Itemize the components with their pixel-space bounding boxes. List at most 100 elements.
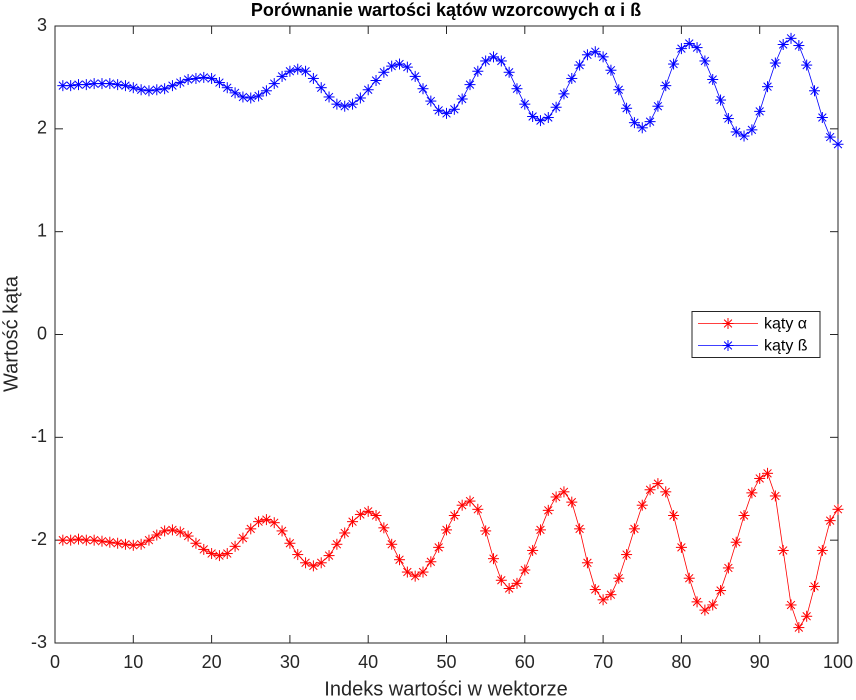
data-point [487,51,499,63]
series-line [62,37,839,145]
data-point [119,538,131,550]
data-point [652,478,664,490]
marker-stroke [223,83,232,92]
marker-stroke [74,534,83,544]
marker-stroke [434,106,443,115]
marker-stroke [105,537,115,547]
marker-stroke [645,117,655,126]
data-point [832,138,844,150]
marker-stroke [747,125,757,135]
data-point [675,541,687,553]
data-point [715,94,727,106]
x-tick-label: 90 [750,652,770,672]
data-point [816,112,828,124]
marker-stroke [591,47,600,56]
marker-stroke [771,491,780,501]
data-point [448,103,460,115]
marker-stroke [755,107,764,116]
data-point [394,554,406,566]
data-point [213,550,225,562]
marker-stroke [786,600,796,610]
marker-stroke [113,539,122,548]
marker-stroke [622,550,631,559]
marker-stroke [395,59,404,69]
marker-stroke [269,518,279,527]
data-point [425,556,437,568]
x-tick-label: 10 [123,652,143,672]
chart-title: Porównanie wartości kątów wzorcowych α i… [251,0,641,20]
marker-stroke [739,511,749,520]
data-point [464,79,476,91]
data-point [268,517,280,529]
marker-stroke [340,528,349,538]
marker-stroke [825,516,835,525]
data-point [127,82,139,94]
marker-stroke [136,85,146,94]
marker-stroke [614,573,624,583]
data-point [668,509,680,521]
marker-stroke [645,485,655,495]
data-point [511,577,523,589]
data-point [253,90,265,102]
data-point [589,584,601,596]
marker-stroke [442,109,451,118]
data-point [229,87,241,99]
marker-stroke [356,93,365,103]
data-point [245,523,257,535]
data-point [534,115,546,127]
marker-stroke [747,488,757,498]
data-point [159,83,171,95]
marker-stroke [238,533,248,543]
marker-stroke [74,80,83,89]
data-point [801,610,813,622]
marker-stroke [551,102,561,112]
marker-stroke [66,535,75,545]
data-point [276,525,288,537]
marker-stroke [332,540,342,549]
data-point [456,93,468,105]
marker-stroke [825,132,835,142]
data-point [581,49,593,61]
marker-stroke [418,84,428,93]
marker-stroke [395,555,404,564]
marker-stroke [723,319,733,328]
data-point [206,72,218,84]
x-tick-label: 40 [358,652,378,672]
marker-stroke [285,67,295,76]
data-point [221,82,233,94]
x-tick-label: 60 [515,652,535,672]
marker-stroke [89,79,99,88]
marker-stroke [512,579,522,588]
data-point [166,524,178,536]
data-point [127,539,139,551]
marker-stroke [215,551,224,560]
marker-stroke [802,60,811,70]
data-point [793,622,805,634]
marker-stroke [833,140,843,149]
data-point [315,557,327,569]
y-tick-label: 1 [37,220,47,240]
marker-stroke [661,487,670,497]
marker-stroke [82,535,91,545]
data-point [292,549,304,561]
marker-stroke [262,515,271,524]
marker-stroke [763,82,772,91]
data-point [542,504,554,516]
marker-stroke [786,34,796,43]
data-point [401,61,413,73]
marker-stroke [583,558,592,568]
marker-stroke [199,73,209,82]
marker-stroke [630,524,639,534]
marker-stroke [418,567,428,577]
data-point [495,55,507,67]
marker-stroke [465,496,475,506]
data-point [237,532,249,544]
marker-stroke [144,535,154,545]
marker-stroke [450,105,459,114]
marker-stroke [191,539,201,548]
data-point [300,557,312,569]
marker-stroke [105,79,115,88]
data-point [746,487,758,499]
marker-stroke [434,543,443,552]
marker-stroke [567,497,577,507]
